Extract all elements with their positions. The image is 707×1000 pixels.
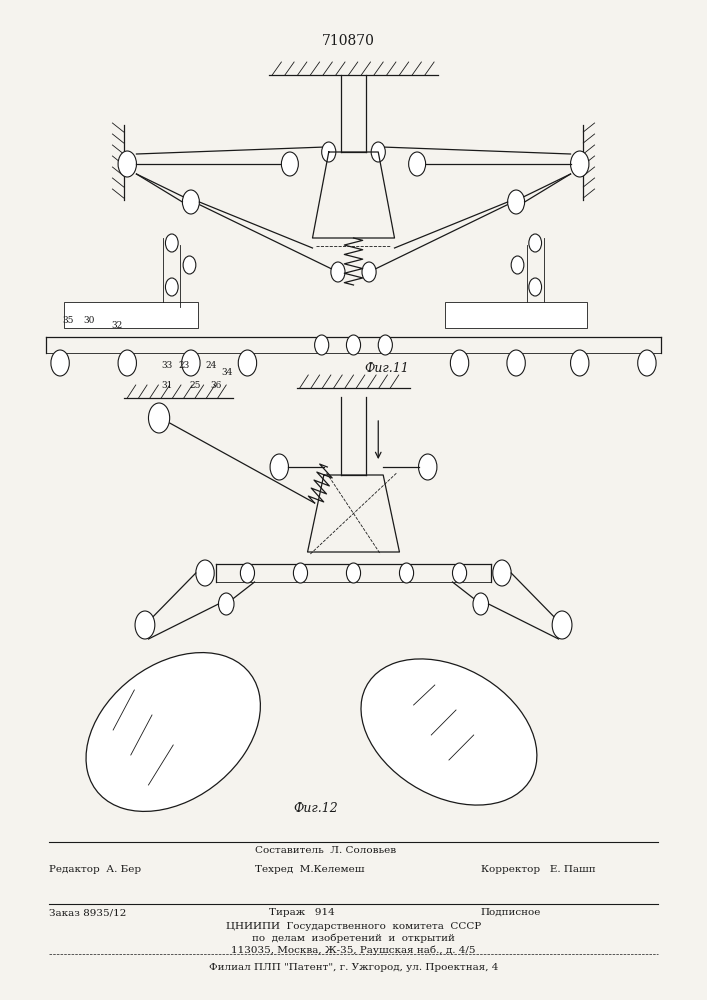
Text: Фиг.12: Фиг.12 [293, 802, 338, 815]
Circle shape [293, 563, 308, 583]
Text: Редактор  А. Бер: Редактор А. Бер [49, 865, 141, 874]
Ellipse shape [86, 653, 260, 811]
Circle shape [362, 262, 376, 282]
Circle shape [218, 593, 234, 615]
Text: Подписное: Подписное [481, 908, 541, 917]
Circle shape [118, 151, 136, 177]
Circle shape [493, 560, 511, 586]
Circle shape [240, 563, 255, 583]
Circle shape [331, 262, 345, 282]
Text: 34: 34 [221, 368, 233, 377]
Circle shape [409, 152, 426, 176]
Text: 33: 33 [161, 361, 173, 370]
Text: Составитель  Л. Соловьев: Составитель Л. Соловьев [255, 846, 396, 855]
Text: Тираж   914: Тираж 914 [269, 908, 334, 917]
Text: ЦНИИПИ  Государственного  комитета  СССР: ЦНИИПИ Государственного комитета СССР [226, 922, 481, 931]
Circle shape [281, 152, 298, 176]
Bar [64, 302, 198, 328]
Circle shape [51, 350, 69, 376]
Ellipse shape [361, 659, 537, 805]
Text: Корректор   Е. Пашп: Корректор Е. Пашп [481, 865, 595, 874]
Circle shape [183, 256, 196, 274]
Circle shape [529, 278, 542, 296]
Circle shape [322, 142, 336, 162]
Circle shape [571, 151, 589, 177]
Circle shape [419, 454, 437, 480]
Circle shape [182, 190, 199, 214]
Circle shape [371, 142, 385, 162]
Circle shape [270, 454, 288, 480]
Text: 30: 30 [83, 316, 95, 325]
Circle shape [450, 350, 469, 376]
Text: 31: 31 [161, 381, 173, 390]
Circle shape [148, 403, 170, 433]
Text: 32: 32 [112, 321, 123, 330]
Circle shape [552, 611, 572, 639]
Circle shape [346, 563, 361, 583]
Text: Заказ 8935/12: Заказ 8935/12 [49, 908, 127, 917]
Text: 24: 24 [205, 361, 216, 370]
Text: 36: 36 [210, 381, 221, 390]
Circle shape [508, 190, 525, 214]
Text: Техред  М.Келемеш: Техред М.Келемеш [255, 865, 364, 874]
Circle shape [511, 256, 524, 274]
Circle shape [346, 335, 361, 355]
Circle shape [165, 234, 178, 252]
Circle shape [378, 335, 392, 355]
Circle shape [118, 350, 136, 376]
Text: 710870: 710870 [322, 34, 375, 48]
Circle shape [399, 563, 414, 583]
Circle shape [315, 335, 329, 355]
Circle shape [196, 560, 214, 586]
Text: 23: 23 [178, 361, 189, 370]
Circle shape [135, 611, 155, 639]
Text: Филиал ПЛП "Патент", г. Ужгород, ул. Проектная, 4: Филиал ПЛП "Патент", г. Ужгород, ул. Про… [209, 963, 498, 972]
Circle shape [507, 350, 525, 376]
Circle shape [638, 350, 656, 376]
Text: Фиг.11: Фиг.11 [364, 362, 409, 375]
Text: 25: 25 [189, 381, 201, 390]
Bar [445, 302, 587, 328]
Circle shape [452, 563, 467, 583]
Circle shape [473, 593, 489, 615]
Text: 35: 35 [62, 316, 74, 325]
Circle shape [165, 278, 178, 296]
Circle shape [238, 350, 257, 376]
Text: 113035, Москва, Ж-35, Раушская наб., д. 4/5: 113035, Москва, Ж-35, Раушская наб., д. … [231, 946, 476, 955]
Circle shape [182, 350, 200, 376]
Text: по  делам  изобретений  и  открытий: по делам изобретений и открытий [252, 934, 455, 943]
Circle shape [571, 350, 589, 376]
Circle shape [529, 234, 542, 252]
